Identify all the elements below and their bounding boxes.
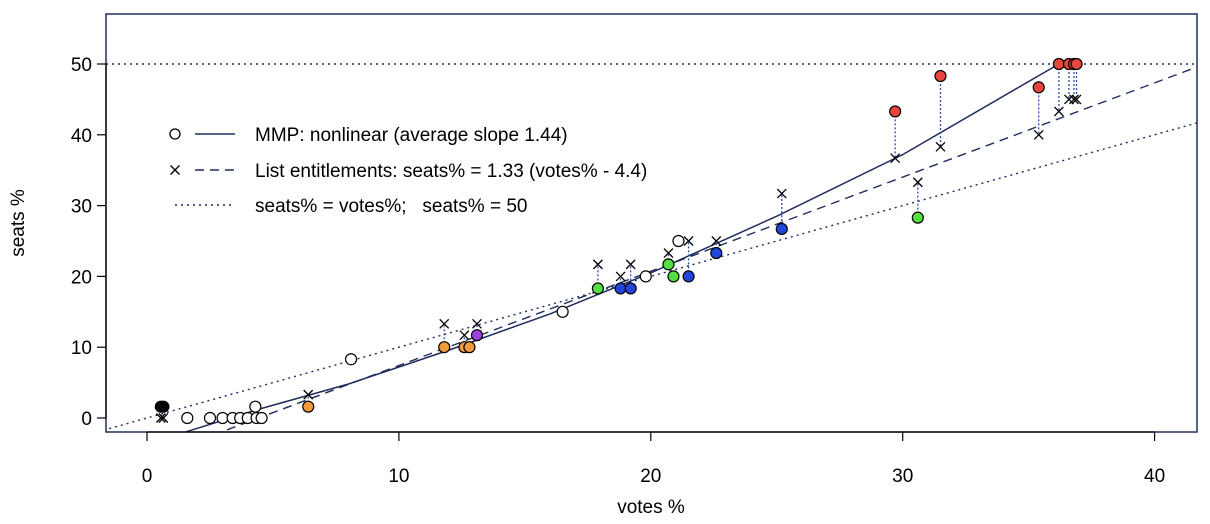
seat-point [682, 270, 695, 283]
x-tick-label: 40 [1144, 466, 1165, 487]
list-entitlement-cross [615, 271, 626, 282]
list-entitlement-cross [625, 259, 636, 270]
seat-point [624, 282, 637, 295]
seat-point [1032, 81, 1045, 94]
list-entitlement-cross [439, 318, 450, 329]
x-axis-label: votes % [617, 497, 685, 518]
y-axis-label: seats % [8, 189, 29, 257]
seat-point [249, 400, 262, 413]
list-entitlement-cross [935, 141, 946, 152]
x-tick-label: 30 [892, 466, 913, 487]
legend-label-list: List entitlements: seats% = 1.33 (votes%… [255, 161, 647, 182]
list-entitlement-cross [1033, 129, 1044, 140]
legend-circle-marker [169, 128, 181, 140]
seat-point [344, 353, 358, 366]
list-entitlement-cross [1071, 94, 1082, 105]
seat-point [255, 411, 268, 425]
seat-point [672, 234, 685, 248]
list-entitlement-cross [1069, 94, 1079, 105]
seat-point [889, 105, 902, 118]
x-axis: 0 10 20 30 40 [142, 431, 1165, 487]
list-entitlement-cross [683, 236, 694, 246]
seat-point [775, 222, 788, 236]
x-tick-label: 20 [640, 466, 661, 487]
y-tick-label: 40 [71, 126, 92, 147]
list-entitlement-cross [663, 248, 674, 258]
list-entitlement-cross [158, 413, 169, 423]
list-entitlement-cross [776, 188, 787, 199]
list-entitlement-cross [303, 389, 314, 400]
list-entitlement-marks [155, 94, 1082, 423]
list-entitlement-cross [711, 236, 722, 246]
seat-point [639, 270, 652, 283]
equality-line [109, 122, 1197, 430]
list-entitlement-cross [890, 153, 901, 164]
seat-point [556, 305, 569, 318]
y-axis: 0 10 20 30 40 50 [71, 55, 107, 430]
seat-point [181, 411, 194, 425]
seat-point [157, 400, 170, 413]
list-entitlement-cross [155, 413, 166, 423]
y-tick-label: 50 [71, 55, 92, 76]
list-entitlement-line [219, 66, 1197, 432]
list-entitlement-cross [459, 330, 470, 341]
x-tick-label: 10 [388, 466, 409, 487]
seat-point [1052, 57, 1065, 71]
data-points [154, 57, 1083, 425]
connector-layer [160, 64, 1078, 418]
seat-point [662, 258, 675, 271]
mmp-nonlinear-curve [184, 63, 1060, 432]
legend-label-mmp: MMP: nonlinear (average slope 1.44) [255, 125, 568, 146]
seat-point [470, 329, 484, 342]
list-entitlement-cross [1053, 106, 1064, 117]
seat-point [1070, 57, 1083, 71]
seat-point [216, 411, 229, 425]
seat-point [438, 341, 451, 354]
seat-point [911, 211, 924, 224]
seat-point [934, 69, 947, 83]
plot-frame [105, 13, 1198, 433]
seat-point [302, 400, 315, 413]
seat-point [667, 270, 680, 283]
seat-point [614, 282, 627, 295]
x-tick-label: 0 [142, 466, 153, 487]
legend: MMP: nonlinear (average slope 1.44) List… [169, 125, 647, 217]
seat-point [203, 411, 217, 425]
seat-point [591, 282, 605, 295]
y-tick-label: 0 [81, 409, 92, 430]
list-entitlement-cross [912, 177, 923, 188]
legend-label-equality: seats% = votes%; seats% = 50 [255, 196, 527, 217]
list-entitlement-cross [472, 318, 482, 329]
y-tick-label: 10 [71, 338, 92, 359]
lines-layer [106, 63, 1197, 432]
seat-point [463, 341, 476, 354]
y-tick-label: 20 [71, 267, 92, 288]
list-entitlement-cross [1063, 94, 1074, 105]
list-entitlement-cross [592, 259, 603, 270]
y-tick-label: 30 [71, 197, 92, 218]
legend-cross-marker [170, 165, 180, 175]
seat-point [710, 246, 723, 260]
